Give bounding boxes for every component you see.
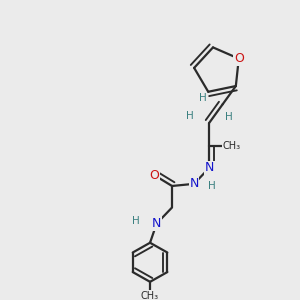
- Text: O: O: [233, 52, 244, 65]
- Text: O: O: [234, 52, 244, 65]
- Text: N: N: [152, 217, 161, 230]
- Text: H: H: [225, 112, 233, 122]
- Text: N: N: [189, 177, 199, 190]
- Text: CH₃: CH₃: [141, 290, 159, 300]
- Text: H: H: [186, 111, 194, 121]
- Text: H: H: [132, 217, 140, 226]
- Text: N: N: [205, 161, 214, 174]
- Text: CH₃: CH₃: [222, 141, 241, 151]
- Text: H: H: [208, 181, 215, 191]
- Text: O: O: [149, 169, 159, 182]
- Text: H: H: [199, 93, 207, 103]
